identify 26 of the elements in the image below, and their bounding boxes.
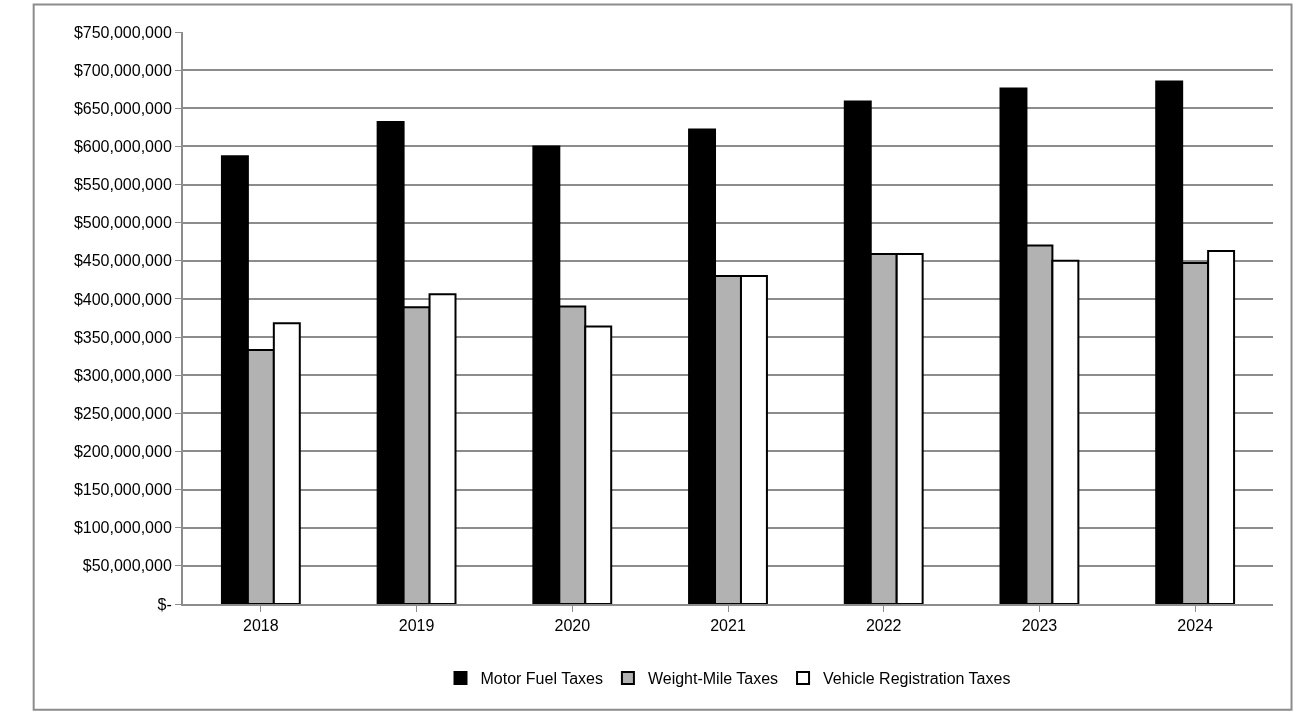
legend-label: Weight-Mile Taxes [647, 670, 779, 688]
y-tick-label: $50,000,000 [82, 557, 172, 575]
x-tick-label: 2024 [1177, 617, 1214, 635]
x-tick-label: 2020 [554, 617, 591, 635]
y-tick-label: $300,000,000 [73, 366, 172, 384]
x-tick-label: 2022 [865, 617, 902, 635]
legend-label: Vehicle Registration Taxes [823, 670, 1011, 688]
x-tick-label: 2023 [1021, 617, 1058, 635]
y-tick-label: $600,000,000 [73, 138, 172, 155]
y-tick-label: $400,000,000 [73, 290, 172, 308]
y-tick-label: $200,000,000 [73, 443, 172, 461]
y-tick-label: $750,000,000 [73, 23, 172, 41]
y-tick-label: $- [157, 595, 172, 613]
x-tick-label: 2018 [243, 617, 279, 635]
y-tick-label: $350,000,000 [73, 328, 172, 346]
y-tick-label: $550,000,000 [73, 176, 172, 194]
y-tick-label: $650,000,000 [73, 99, 172, 117]
y-tick-label: $100,000,000 [73, 519, 172, 537]
y-tick-label: $700,000,000 [73, 61, 172, 79]
y-tick-label: $250,000,000 [73, 404, 172, 422]
x-tick-label: 2019 [398, 617, 435, 635]
legend-label: Motor Fuel Taxes [480, 670, 603, 688]
x-tick-label: 2021 [710, 617, 746, 635]
y-tick-label: $500,000,000 [73, 214, 172, 232]
y-tick-label: $150,000,000 [73, 481, 172, 499]
y-tick-label: $450,000,000 [73, 252, 172, 270]
